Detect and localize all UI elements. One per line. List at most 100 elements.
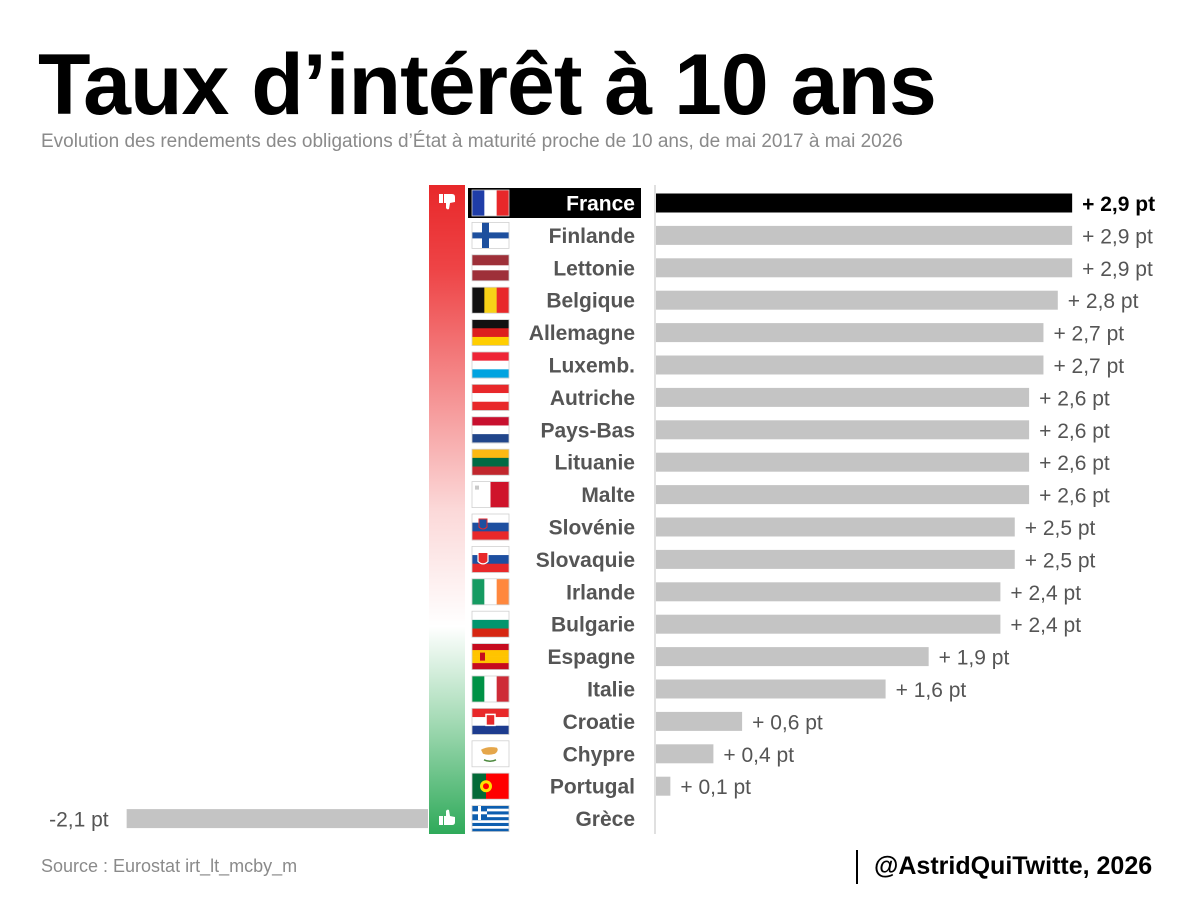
bar bbox=[656, 225, 1073, 245]
country-flag-be bbox=[471, 286, 510, 314]
country-flag-hr bbox=[471, 708, 510, 735]
bar bbox=[656, 776, 671, 796]
bar-row: Belgique + 2,8 pt bbox=[471, 286, 1139, 314]
category-label: Espagne bbox=[547, 646, 635, 669]
bar bbox=[656, 582, 1001, 602]
data-label: + 2,6 pt bbox=[1039, 485, 1110, 508]
bar-row: Autriche + 2,6 pt bbox=[471, 383, 1110, 411]
country-flag-lu bbox=[471, 351, 510, 379]
category-label: Grèce bbox=[575, 808, 635, 831]
bar-row: Portugal + 0,1 pt bbox=[471, 772, 751, 800]
country-flag-lt bbox=[471, 448, 510, 476]
bar-row: Finlande + 2,9 pt bbox=[471, 221, 1153, 249]
country-flag-nl bbox=[471, 416, 510, 444]
country-flag-lv bbox=[471, 254, 510, 282]
bar bbox=[656, 744, 714, 764]
chart-subtitle: Evolution des rendements des obligations… bbox=[41, 131, 903, 152]
bar-row: Allemagne + 2,7 pt bbox=[471, 319, 1124, 347]
country-flag-de bbox=[471, 319, 510, 347]
category-label: Allemagne bbox=[529, 322, 635, 345]
bar bbox=[656, 355, 1044, 375]
chart-title: Taux d’intérêt à 10 ans bbox=[38, 37, 937, 133]
bar-row: Slovaquie + 2,5 pt bbox=[471, 546, 1096, 573]
performance-scale-bar bbox=[429, 185, 465, 834]
data-label: + 2,7 pt bbox=[1053, 323, 1124, 346]
data-label: + 0,4 pt bbox=[723, 744, 794, 767]
bar bbox=[656, 485, 1030, 505]
chart-rows: France + 2,9 pt Finlande + 2,9 pt Lettonie + … bbox=[49, 188, 1155, 832]
bar bbox=[656, 549, 1015, 569]
country-flag-es bbox=[471, 643, 510, 670]
bar bbox=[656, 614, 1001, 634]
source-note: Source : Eurostat irt_lt_mcby_m bbox=[41, 856, 298, 876]
category-label: Belgique bbox=[546, 290, 635, 313]
category-label: Finlande bbox=[549, 225, 635, 248]
country-flag-it bbox=[471, 675, 510, 703]
bar-row: Malte + 2,6 pt bbox=[471, 481, 1110, 509]
category-label: Slovénie bbox=[549, 517, 635, 540]
bar-row: Espagne + 1,9 pt bbox=[471, 643, 1010, 670]
bar bbox=[656, 452, 1030, 472]
performance-scale bbox=[429, 185, 465, 834]
country-flag-mt bbox=[471, 481, 510, 509]
bar bbox=[656, 420, 1030, 440]
bar bbox=[656, 517, 1015, 537]
bar-row: Irlande + 2,4 pt bbox=[471, 578, 1081, 606]
data-label: + 2,7 pt bbox=[1053, 355, 1124, 378]
category-label: Autriche bbox=[550, 387, 635, 410]
category-label: Slovaquie bbox=[536, 549, 635, 572]
data-label: + 1,9 pt bbox=[939, 647, 1010, 670]
category-label: Lettonie bbox=[553, 257, 635, 280]
country-flag-ie bbox=[471, 578, 510, 606]
data-label: -2,1 pt bbox=[49, 809, 109, 832]
country-flag-fi bbox=[471, 221, 510, 249]
bar bbox=[656, 258, 1073, 278]
category-label: Chypre bbox=[563, 743, 635, 766]
bar-row: Chypre + 0,4 pt bbox=[471, 740, 794, 768]
credit-divider bbox=[856, 850, 858, 884]
data-label: + 0,1 pt bbox=[680, 776, 751, 799]
bar-row: Luxemb. + 2,7 pt bbox=[471, 351, 1124, 379]
thumbs-up-icon bbox=[439, 809, 455, 825]
country-flag-fr bbox=[471, 189, 510, 217]
data-label: + 2,6 pt bbox=[1039, 387, 1110, 410]
category-label: Malte bbox=[581, 484, 635, 507]
category-label: Pays-Bas bbox=[540, 419, 635, 442]
bar bbox=[126, 809, 429, 829]
thumbs-down-icon bbox=[439, 194, 455, 210]
bar-row: Croatie + 0,6 pt bbox=[471, 708, 823, 735]
data-label: + 2,6 pt bbox=[1039, 452, 1110, 475]
bar-row: Pays-Bas + 2,6 pt bbox=[471, 416, 1110, 444]
country-flag-cy bbox=[471, 740, 510, 768]
data-label: + 2,4 pt bbox=[1010, 614, 1081, 637]
category-label: France bbox=[566, 193, 635, 216]
bar bbox=[656, 387, 1030, 407]
country-flag-pt bbox=[471, 772, 510, 800]
country-flag-bg bbox=[471, 610, 510, 638]
category-label: Irlande bbox=[566, 581, 635, 604]
bar-row: Lettonie + 2,9 pt bbox=[471, 254, 1153, 282]
data-label: + 2,8 pt bbox=[1068, 290, 1139, 313]
bar-row: Italie + 1,6 pt bbox=[471, 675, 966, 703]
data-label: + 2,6 pt bbox=[1039, 420, 1110, 443]
bar-row: Bulgarie + 2,4 pt bbox=[471, 610, 1081, 638]
bar bbox=[656, 679, 886, 699]
data-label: + 2,5 pt bbox=[1025, 549, 1096, 572]
category-label: Lituanie bbox=[554, 452, 635, 475]
bar bbox=[656, 647, 929, 667]
category-label: Croatie bbox=[563, 711, 635, 734]
data-label: + 0,6 pt bbox=[752, 711, 823, 734]
category-label: Luxemb. bbox=[549, 355, 635, 378]
data-label: + 2,9 pt bbox=[1082, 193, 1155, 216]
country-flag-sk bbox=[471, 546, 510, 573]
country-flag-at bbox=[471, 383, 510, 411]
bar bbox=[656, 711, 743, 731]
bar bbox=[656, 323, 1044, 343]
category-label: Italie bbox=[587, 679, 635, 702]
author-credit: @AstridQuiTwitte, 2026 bbox=[874, 852, 1153, 880]
data-label: + 2,9 pt bbox=[1082, 225, 1153, 248]
bar bbox=[656, 193, 1073, 213]
bar bbox=[656, 290, 1058, 310]
bar-row: Slovénie + 2,5 pt bbox=[471, 513, 1096, 541]
